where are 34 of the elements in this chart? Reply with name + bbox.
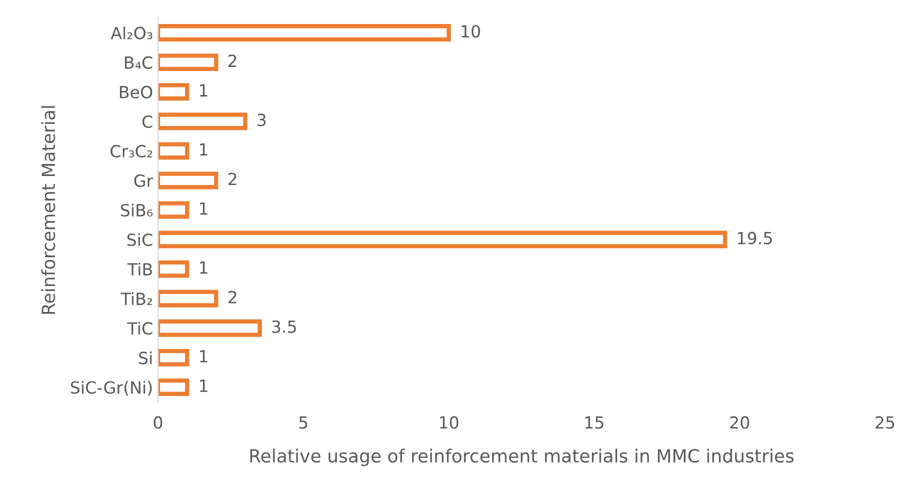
x-tick-label: 20 bbox=[730, 416, 750, 429]
y-tick-label: C bbox=[142, 115, 152, 128]
data-label: 2 bbox=[228, 290, 236, 304]
y-tick-label: SiC bbox=[127, 233, 152, 246]
y-tick-label: SiB₆ bbox=[120, 204, 153, 217]
y-tick-label: Gr bbox=[134, 174, 154, 188]
data-label: 1 bbox=[200, 202, 208, 215]
data-label: 19.5 bbox=[738, 232, 772, 244]
y-axis-title: Reinforcement Material bbox=[41, 106, 56, 314]
y-tick-label: BeO bbox=[120, 86, 152, 98]
data-label: 3.5 bbox=[272, 320, 296, 333]
data-label: 2 bbox=[228, 172, 236, 186]
x-tick-label: 10 bbox=[440, 416, 458, 429]
x-tick-label: 15 bbox=[585, 416, 604, 429]
x-tick-label: 0 bbox=[154, 416, 162, 429]
data-label: 1 bbox=[200, 262, 208, 274]
data-label: 3 bbox=[258, 114, 266, 126]
y-tick-label: Cr₃C₂ bbox=[110, 144, 152, 158]
data-label: 1 bbox=[200, 380, 208, 392]
data-label: 1 bbox=[200, 143, 208, 156]
x-tick-label: 25 bbox=[876, 416, 894, 429]
y-tick-label: B₄C bbox=[125, 56, 152, 69]
y-tick-label: TiB bbox=[127, 262, 152, 276]
y-tick-label: Si bbox=[139, 351, 152, 364]
y-tick-label: Al₂O₃ bbox=[110, 26, 152, 40]
data-label: 10 bbox=[462, 25, 480, 38]
data-label: 1 bbox=[200, 84, 208, 96]
data-label: 2 bbox=[228, 54, 236, 67]
x-axis-title: Relative usage of reinforcement materials in MMC industries bbox=[250, 448, 794, 466]
y-tick-label: TiB₂ bbox=[120, 292, 152, 306]
y-tick-label: SiC-Gr(Ni) bbox=[70, 380, 152, 396]
x-tick-label: 5 bbox=[299, 416, 308, 429]
data-label: 1 bbox=[200, 350, 208, 362]
y-tick-label: TiC bbox=[127, 322, 152, 335]
